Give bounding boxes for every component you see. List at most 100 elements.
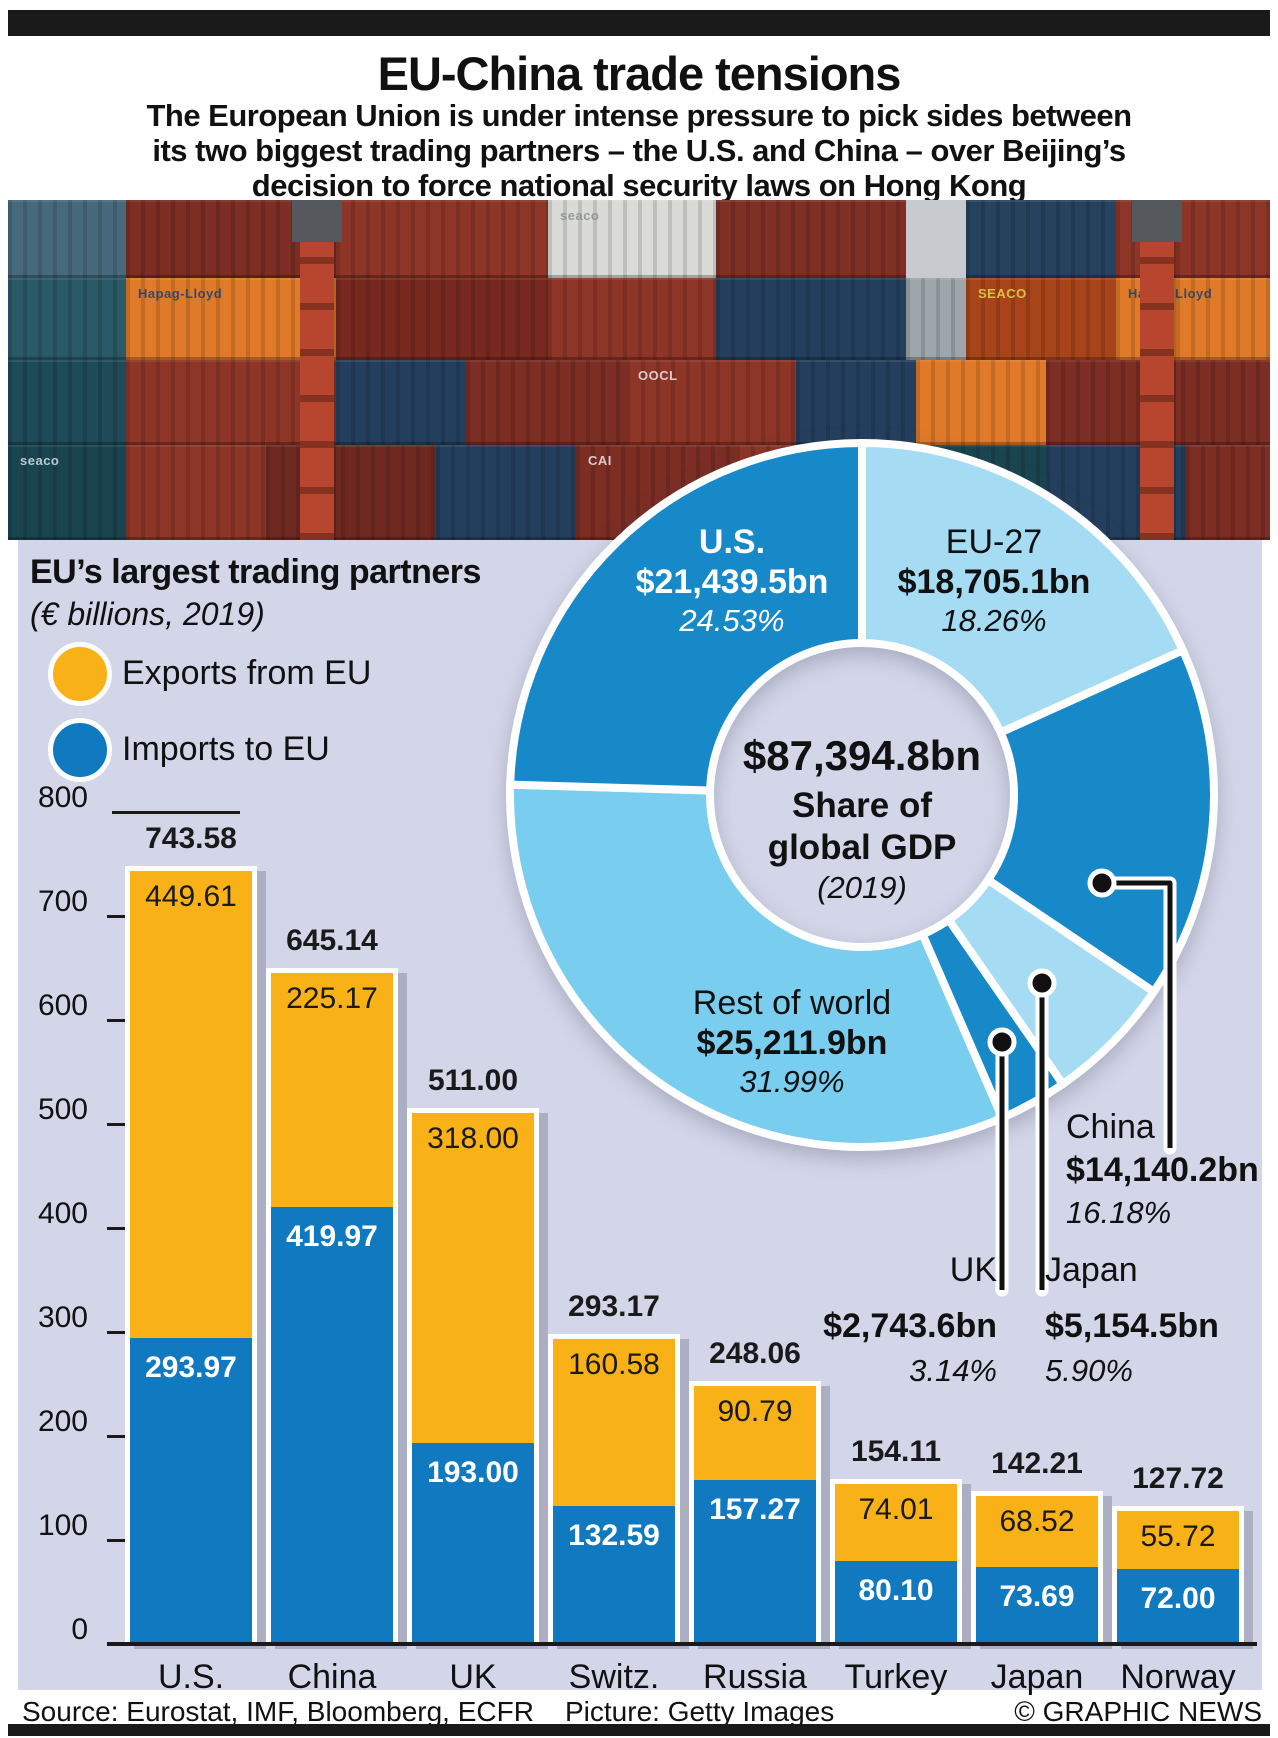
donut-slice-u-s- xyxy=(506,439,866,795)
shipping-container xyxy=(716,200,906,278)
port-crane xyxy=(292,200,342,540)
bar-exports-label: 68.52 xyxy=(999,1505,1075,1538)
y-axis-label-0: 0 xyxy=(71,1613,88,1646)
bar-exports-segment xyxy=(271,973,393,1207)
bar-switz- xyxy=(548,1334,680,1644)
y-axis-label-100: 100 xyxy=(37,1509,88,1542)
donut-slice-rest-of-world xyxy=(506,780,1007,1151)
donut-center-label-1: Share of xyxy=(791,786,933,825)
x-axis-label-norway: Norway xyxy=(1120,1658,1236,1696)
container-brand-label: Hapag-Lloyd xyxy=(138,286,223,301)
bar-exports-label: 449.61 xyxy=(145,880,237,913)
bar-exports-segment xyxy=(976,1496,1098,1567)
bar-exports-segment xyxy=(130,871,252,1338)
bottom-rule xyxy=(8,1724,1270,1736)
x-axis-label-u-s-: U.S. xyxy=(157,1658,225,1696)
bar-turkey xyxy=(830,1479,962,1644)
x-axis-label-turkey: Turkey xyxy=(844,1658,948,1696)
legend-label-exports: Exports from EU xyxy=(122,654,372,692)
shipping-container xyxy=(336,360,466,445)
bar-exports-segment xyxy=(694,1386,816,1480)
shipping-container xyxy=(466,360,626,445)
bar-imports-label: 80.10 xyxy=(858,1574,934,1607)
crane-trolley xyxy=(292,200,342,242)
donut-center-total: $87,394.8bn xyxy=(742,732,982,779)
callout-name-china: China xyxy=(1066,1108,1155,1146)
shipping-container xyxy=(8,278,126,360)
y-axis-tick xyxy=(107,1331,127,1334)
footer-copyright: © GRAPHIC NEWS xyxy=(1014,1696,1262,1727)
y-axis-tick xyxy=(107,1123,127,1126)
shipping-container xyxy=(916,360,1046,445)
bar-china xyxy=(266,968,398,1644)
bar-chart-title: EU’s largest trading partners xyxy=(30,553,481,591)
legend-label-imports: Imports to EU xyxy=(122,730,330,768)
bar-imports-label: 157.27 xyxy=(709,1493,801,1526)
shipping-container xyxy=(548,278,716,360)
shipping-container xyxy=(716,278,906,360)
donut-center-year: (2019) xyxy=(817,870,907,905)
slice-value: $18,705.1bn xyxy=(897,563,1091,601)
leader-dot-uk xyxy=(987,1027,1017,1057)
y-axis-label-600: 600 xyxy=(37,989,88,1022)
callout-value-china: $14,140.2bn xyxy=(1066,1151,1259,1189)
bar-imports-label: 419.97 xyxy=(286,1220,378,1253)
legend-swatch-imports xyxy=(48,718,112,782)
bar-total-label: 248.06 xyxy=(709,1337,801,1370)
slice-name: U.S. xyxy=(698,523,766,561)
slice-percent: 18.26% xyxy=(941,603,1047,638)
shipping-container xyxy=(436,445,576,540)
bar-exports-label: 318.00 xyxy=(427,1122,519,1155)
y-axis-label-800: 800 xyxy=(37,781,88,814)
shipping-container: OOCL xyxy=(626,360,796,445)
shipping-container xyxy=(336,278,548,360)
shipping-container xyxy=(1186,445,1270,540)
y-axis-label-500: 500 xyxy=(37,1093,88,1126)
bar-exports-segment xyxy=(553,1339,675,1506)
bar-total-label: 142.21 xyxy=(991,1447,1083,1480)
slice-name: Rest of world xyxy=(692,984,892,1022)
callout-value-japan: $5,154.5bn xyxy=(1045,1307,1219,1345)
shipping-container xyxy=(906,278,966,360)
bar-imports-label: 293.97 xyxy=(145,1351,237,1384)
y-axis-cap-line xyxy=(112,811,240,814)
bar-exports-segment xyxy=(412,1113,534,1443)
port-crane xyxy=(1132,200,1182,540)
callout-percent-japan: 5.90% xyxy=(1045,1353,1133,1388)
slice-percent: 31.99% xyxy=(739,1064,845,1099)
bar-exports-label: 160.58 xyxy=(568,1348,660,1381)
subtitle-line-1: The European Union is under intense pres… xyxy=(146,98,1132,133)
legend-swatch-exports xyxy=(48,642,112,706)
callout-name-japan: Japan xyxy=(1045,1251,1138,1289)
bar-exports-label: 90.79 xyxy=(717,1395,793,1428)
slice-label-rest-of-world: Rest of world $25,211.9bn 31.99% xyxy=(693,983,891,1101)
bar-norway xyxy=(1112,1506,1244,1644)
container-brand-label: seaco xyxy=(20,453,60,468)
leader-dot-japan xyxy=(1027,968,1057,998)
slice-name: EU-27 xyxy=(945,523,1043,561)
bar-total-label: 511.00 xyxy=(427,1064,519,1097)
y-axis-tick xyxy=(107,915,127,918)
y-axis-label-300: 300 xyxy=(37,1301,88,1334)
bar-total-label: 645.14 xyxy=(286,924,378,957)
y-axis-label-700: 700 xyxy=(37,885,88,918)
y-axis-label-200: 200 xyxy=(37,1405,88,1438)
donut-slice-eu-27 xyxy=(858,439,1187,737)
donut-center-label-2: global GDP xyxy=(767,828,957,867)
slice-label-u-s-: U.S. $21,439.5bn 24.53% xyxy=(636,522,829,640)
shipping-container xyxy=(796,360,916,445)
subtitle-line-3: decision to force national security laws… xyxy=(251,168,1027,203)
footer-source: Source: Eurostat, IMF, Bloomberg, ECFR xyxy=(22,1696,534,1727)
y-axis-label-400: 400 xyxy=(37,1197,88,1230)
bar-total-label: 154.11 xyxy=(850,1435,942,1468)
x-axis-label-japan: Japan xyxy=(990,1658,1084,1696)
callout-percent-uk: 3.14% xyxy=(909,1353,997,1388)
bar-exports-label: 74.01 xyxy=(858,1493,934,1526)
shipping-container: seaco xyxy=(8,445,126,540)
page-title: EU-China trade tensions xyxy=(377,47,902,100)
bar-russia xyxy=(689,1381,821,1644)
callout-name-uk: UK xyxy=(949,1251,997,1289)
leader-dot-china xyxy=(1087,868,1117,898)
